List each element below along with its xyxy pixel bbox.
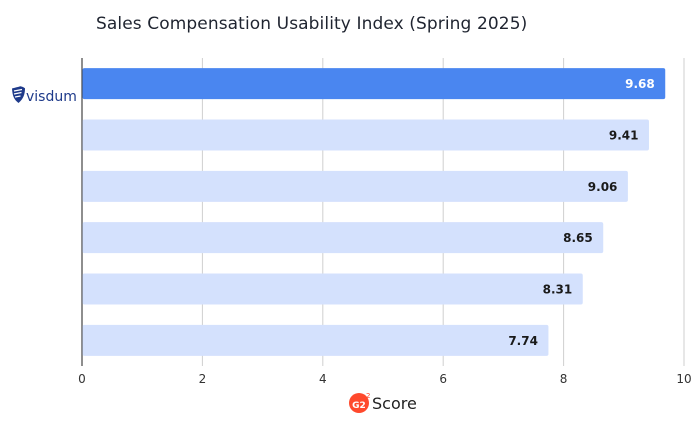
x-tick-label: 4 <box>319 372 327 386</box>
bar <box>82 222 604 254</box>
g2-logo-glyph: G2 <box>352 401 366 411</box>
visdum-label: visdum <box>26 89 77 105</box>
bar-value-label: 9.68 <box>625 77 655 91</box>
visdum-shield-icon <box>12 86 25 103</box>
g2-logo-icon <box>349 393 369 413</box>
bar <box>82 119 649 151</box>
bar-value-label: 8.31 <box>543 283 573 297</box>
bar-visdum <box>82 68 666 100</box>
category-labels: visdum <box>12 86 77 105</box>
bars: 9.68 9.41 9.06 8.65 8.31 7.74 <box>82 68 666 356</box>
chart-title: Sales Compensation Usability Index (Spri… <box>96 14 528 34</box>
bar-value-label: 9.41 <box>609 129 639 143</box>
x-tick-label: 10 <box>676 372 691 386</box>
x-tick-label: 6 <box>439 372 447 386</box>
grid-lines <box>81 58 685 366</box>
x-axis-label: G2 2 Score <box>349 392 417 413</box>
bar-value-label: 9.06 <box>588 180 618 194</box>
bar <box>82 170 628 202</box>
bar <box>82 324 549 356</box>
x-tick-label: 2 <box>199 372 207 386</box>
x-axis: 0 2 4 6 8 10 <box>78 372 691 386</box>
visdum-logo: visdum <box>12 86 77 105</box>
x-axis-title: Score <box>372 394 417 413</box>
bar-value-label: 8.65 <box>563 231 593 245</box>
x-tick-label: 0 <box>78 372 86 386</box>
bar <box>82 273 583 305</box>
x-tick-label: 8 <box>560 372 568 386</box>
g2-logo-superscript: 2 <box>366 392 370 400</box>
bar-value-label: 7.74 <box>508 334 538 348</box>
